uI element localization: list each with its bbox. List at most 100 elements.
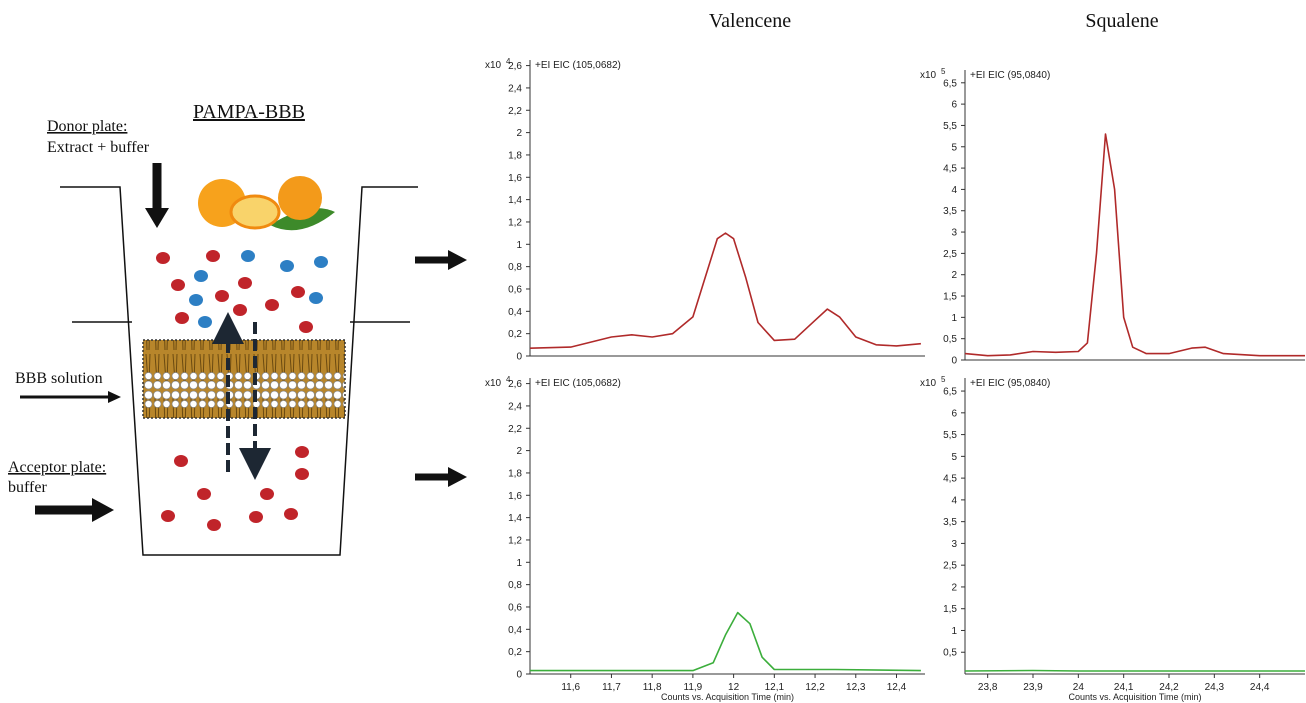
y-tick-label: 5,5 (943, 121, 957, 132)
arrow-head (145, 208, 169, 228)
y-tick-label: 0 (951, 356, 957, 367)
y-tick-label: 0,2 (508, 647, 522, 658)
red-molecule (156, 252, 170, 264)
y-tick-label: 1,8 (508, 150, 522, 161)
chromatogram-line (964, 669, 1305, 672)
y-tick-label: 6,5 (943, 78, 957, 89)
y-tick-label: 2 (951, 270, 957, 281)
y-tick-label: 2 (516, 446, 522, 457)
arrow-head (92, 498, 114, 522)
blue-molecule (280, 260, 294, 272)
y-tick-label: 0,8 (508, 580, 522, 591)
chart-title: +EI EIC (105,0682) (535, 378, 621, 389)
x-tick-label: 23,8 (978, 682, 998, 693)
arrow-head (448, 467, 467, 487)
y-tick-label: 2,6 (508, 61, 522, 72)
y-tick-label: 1,2 (508, 217, 522, 228)
red-molecule (260, 488, 274, 500)
y-tick-label: 1,6 (508, 491, 522, 502)
y-tick-label: 1,5 (943, 292, 957, 303)
x-tick-label: 24,2 (1159, 682, 1179, 693)
y-tick-label: 5 (951, 142, 957, 153)
y-tick-label: 3 (951, 228, 957, 239)
y-tick-label: 5 (951, 452, 957, 463)
red-molecule (299, 321, 313, 333)
x-tick-label: 11,7 (602, 682, 621, 693)
membrane (142, 339, 346, 419)
donor-text: Extract + buffer (47, 139, 150, 156)
x-tick-label: 11,8 (643, 682, 662, 693)
blue-molecule (314, 256, 328, 268)
red-molecule (284, 508, 298, 520)
molecules (156, 250, 328, 531)
y-tick-label: 1,6 (508, 173, 522, 184)
y-exponent: 5 (941, 375, 946, 384)
x-tick-label: 12,2 (805, 682, 825, 693)
y-tick-label: 2,4 (508, 401, 522, 412)
y-tick-label: 0,8 (508, 262, 522, 273)
orange-slice (229, 194, 281, 230)
red-molecule (206, 250, 220, 262)
y-tick-label: 6,5 (943, 387, 957, 398)
y-tick-label: 2 (951, 582, 957, 593)
red-molecule (174, 455, 188, 467)
red-molecule (295, 446, 309, 458)
y-tick-label: 2,2 (508, 424, 522, 435)
blue-molecule (241, 250, 255, 262)
charts: +EI EIC (105,0682) x10 4 0 0,2 0,4 0,6 0,8 1 1,2 1… (485, 57, 1305, 702)
y-exponent: 5 (941, 67, 946, 76)
y-tick-label: 2,4 (508, 83, 522, 94)
y-tick-label: 2,6 (508, 379, 522, 390)
y-tick-label: 2,2 (508, 106, 522, 117)
x-tick-label: 24 (1073, 682, 1085, 693)
y-tick-label: 3,5 (943, 517, 957, 528)
arrow-head (108, 391, 121, 403)
y-tick-label: 1,4 (508, 513, 522, 524)
y-tick-label: 6 (951, 408, 957, 419)
y-tick-label: 0,5 (943, 334, 957, 345)
chart-title: +EI EIC (105,0682) (535, 60, 621, 71)
red-molecule (238, 277, 252, 289)
x-tick-label: 24,1 (1114, 682, 1134, 693)
y-tick-label: 2,5 (943, 561, 957, 572)
red-molecule (171, 279, 185, 291)
y-tick-label: 1 (516, 240, 522, 251)
blue-molecule (198, 316, 212, 328)
column-title: Squalene (1085, 10, 1158, 32)
y-tick-label: 0,6 (508, 602, 522, 613)
x-tick-label: 12 (728, 682, 740, 693)
column-title: Valencene (709, 10, 791, 32)
y-tick-label: 0,4 (508, 625, 522, 636)
x-axis-label: Counts vs. Acquisition Time (min) (661, 692, 794, 702)
y-tick-label: 1,8 (508, 468, 522, 479)
orange (278, 176, 322, 220)
chromatogram-line (529, 232, 921, 349)
red-molecule (291, 286, 305, 298)
x-tick-label: 12,3 (846, 682, 866, 693)
blue-molecule (309, 292, 323, 304)
y-tick-label: 1 (516, 558, 522, 569)
y-scale: x10 (485, 378, 502, 389)
red-molecule (161, 510, 175, 522)
y-tick-label: 1 (951, 626, 957, 637)
y-scale: x10 (920, 378, 937, 389)
well-outline (60, 186, 418, 556)
y-tick-label: 1,2 (508, 535, 522, 546)
y-tick-label: 2,5 (943, 249, 957, 260)
x-tick-label: 11,9 (684, 682, 703, 693)
x-tick-label: 24,4 (1250, 682, 1270, 693)
acceptor-text: buffer (8, 479, 47, 496)
y-exponent: 4 (506, 57, 511, 66)
red-molecule (249, 511, 263, 523)
y-tick-label: 3 (951, 539, 957, 550)
y-tick-label: 6 (951, 100, 957, 111)
x-tick-label: 23,9 (1023, 682, 1043, 693)
y-tick-label: 1,4 (508, 195, 522, 206)
red-molecule (295, 468, 309, 480)
y-tick-label: 2 (516, 128, 522, 139)
red-molecule (207, 519, 221, 531)
acceptor-label: Acceptor plate: (8, 459, 106, 476)
x-tick-label: 24,3 (1205, 682, 1225, 693)
y-tick-label: 5,5 (943, 430, 957, 441)
